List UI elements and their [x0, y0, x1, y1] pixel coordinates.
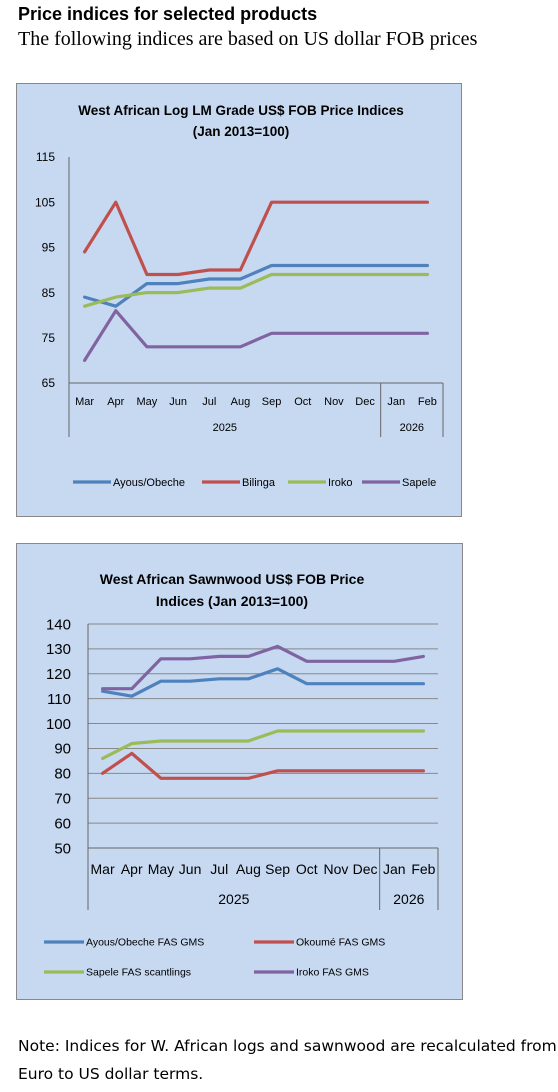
x-tick-label: Apr	[121, 861, 143, 877]
x-tick-label: Sep	[262, 396, 282, 408]
series-line	[82, 309, 429, 362]
chart-title: (Jan 2013=100)	[193, 124, 289, 139]
year-label: 2026	[393, 891, 424, 907]
series-line	[82, 200, 429, 277]
x-tick-label: Jun	[179, 861, 202, 877]
footnote: Note: Indices for W. African logs and sa…	[18, 1037, 557, 1083]
log-price-chart-svg: West African Log LM Grade US$ FOB Price …	[35, 103, 444, 489]
legend-label: Ayous/Obeche FAS GMS	[86, 937, 204, 949]
year-label: 2025	[213, 422, 237, 434]
series-line	[100, 729, 425, 760]
legend-label: Bilinga	[242, 477, 276, 489]
y-tick-label: 65	[42, 376, 56, 390]
series-line	[82, 272, 429, 308]
y-tick-label: 60	[54, 815, 71, 832]
x-tick-label: Nov	[323, 861, 348, 877]
legend-label: Ayous/Obeche	[113, 477, 185, 489]
page-heading: Price indices for selected products	[18, 4, 318, 24]
y-tick-label: 80	[54, 766, 71, 783]
x-tick-label: Feb	[411, 861, 435, 877]
x-tick-label: May	[148, 861, 174, 877]
x-tick-label: Aug	[231, 396, 251, 408]
x-tick-label: Jun	[169, 396, 187, 408]
legend-label: Sapele	[402, 477, 436, 489]
page-subheading: The following indices are based on US do…	[18, 28, 478, 50]
chart-title: West African Log LM Grade US$ FOB Price …	[78, 103, 404, 118]
x-tick-label: Oct	[294, 396, 311, 408]
series-line	[100, 644, 425, 691]
x-tick-label: Oct	[296, 861, 318, 877]
x-tick-label: Nov	[324, 396, 344, 408]
legend-label: Iroko	[328, 477, 352, 489]
x-tick-label: Sep	[265, 861, 290, 877]
year-label: 2025	[218, 891, 249, 907]
series-line	[82, 263, 429, 308]
y-tick-label: 70	[54, 790, 71, 807]
chart-title: West African Sawnwood US$ FOB Price	[100, 571, 365, 587]
sawnwood-price-chart-svg: West African Sawnwood US$ FOB Price Indic…	[44, 571, 439, 979]
y-tick-label: 95	[42, 241, 56, 255]
y-tick-label: 50	[54, 840, 71, 857]
x-tick-label: Dec	[353, 861, 378, 877]
x-tick-label: Jul	[210, 861, 228, 877]
x-tick-label: Mar	[91, 861, 115, 877]
series-line	[100, 667, 425, 698]
x-tick-label: Apr	[107, 396, 124, 408]
y-tick-label: 130	[46, 641, 71, 658]
log-price-chart: West African Log LM Grade US$ FOB Price …	[16, 83, 462, 517]
y-tick-label: 140	[46, 616, 71, 633]
year-label: 2026	[400, 422, 424, 434]
y-tick-label: 120	[46, 666, 71, 683]
y-tick-label: 90	[54, 741, 71, 758]
x-tick-label: Mar	[75, 396, 94, 408]
x-tick-label: May	[137, 396, 158, 408]
legend-label: Iroko FAS GMS	[296, 967, 369, 979]
y-tick-label: 75	[42, 331, 56, 345]
x-tick-label: Jul	[202, 396, 216, 408]
x-tick-label: Dec	[355, 396, 375, 408]
x-tick-label: Jan	[383, 861, 406, 877]
legend-label: Okoumé FAS GMS	[296, 937, 385, 949]
chart-title: Indices (Jan 2013=100)	[156, 593, 308, 609]
y-tick-label: 115	[36, 150, 55, 164]
y-tick-label: 110	[47, 691, 71, 708]
y-tick-label: 105	[35, 195, 55, 209]
y-tick-label: 100	[46, 716, 71, 733]
y-tick-label: 85	[42, 286, 56, 300]
x-tick-label: Jan	[387, 396, 405, 408]
legend-label: Sapele FAS scantlings	[86, 967, 191, 979]
sawnwood-price-chart: West African Sawnwood US$ FOB Price Indic…	[16, 543, 463, 1000]
series-line	[100, 751, 425, 780]
x-tick-label: Feb	[418, 396, 437, 408]
x-tick-label: Aug	[236, 861, 261, 877]
